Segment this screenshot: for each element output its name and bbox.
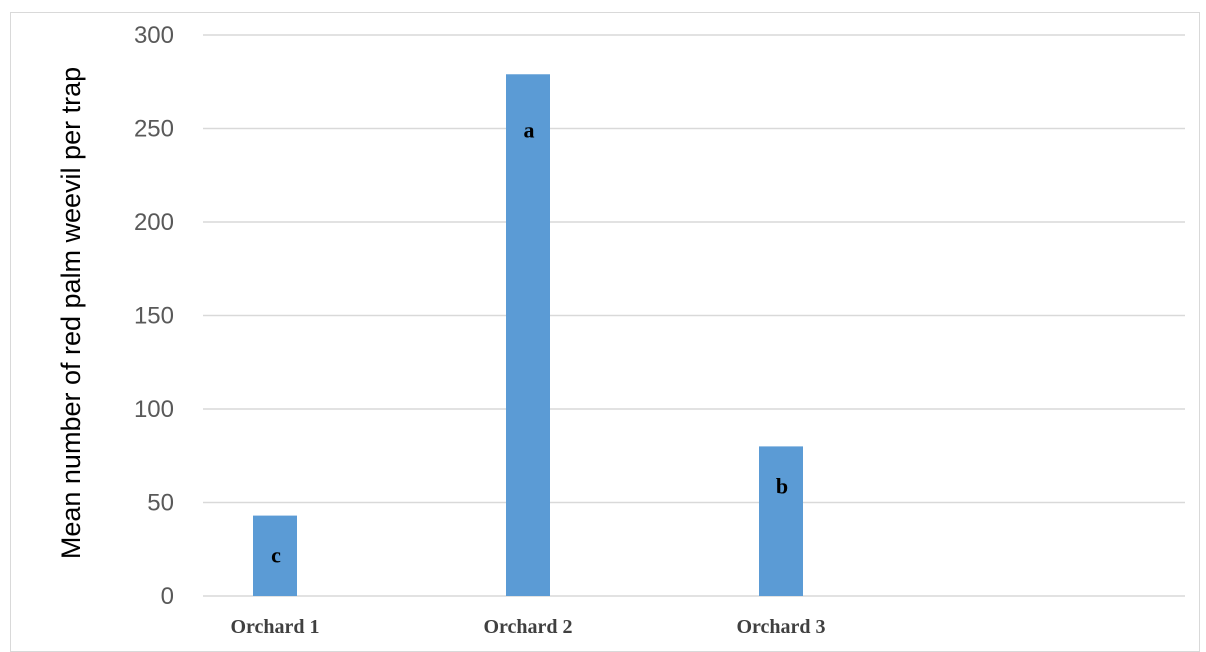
bar bbox=[506, 74, 550, 596]
x-tick-label: Orchard 2 bbox=[483, 616, 572, 638]
y-tick-label: 100 bbox=[134, 396, 174, 423]
y-tick-label: 300 bbox=[134, 22, 174, 49]
y-axis-label: Mean number of red palm weevil per trap bbox=[56, 67, 86, 559]
data-label: c bbox=[271, 543, 281, 568]
data-labels: c a b bbox=[271, 117, 788, 567]
x-tick-label: Orchard 3 bbox=[736, 616, 825, 638]
bar bbox=[759, 446, 803, 596]
x-tick-label: Orchard 1 bbox=[230, 616, 319, 638]
y-tick-label: 150 bbox=[134, 303, 174, 330]
y-tick-label: 250 bbox=[134, 116, 174, 143]
gridlines bbox=[203, 34, 1185, 597]
y-tick-labels: 0 50 100 150 200 250 300 bbox=[134, 22, 174, 610]
data-label: a bbox=[524, 117, 535, 142]
x-tick-labels: Orchard 1 Orchard 2 Orchard 3 bbox=[230, 616, 825, 638]
chart-frame bbox=[10, 12, 1200, 652]
bar bbox=[253, 515, 297, 596]
y-tick-label: 200 bbox=[134, 209, 174, 236]
y-tick-label: 0 bbox=[161, 583, 174, 610]
data-label: b bbox=[776, 473, 788, 498]
y-tick-label: 50 bbox=[147, 490, 174, 517]
bars bbox=[253, 74, 803, 596]
